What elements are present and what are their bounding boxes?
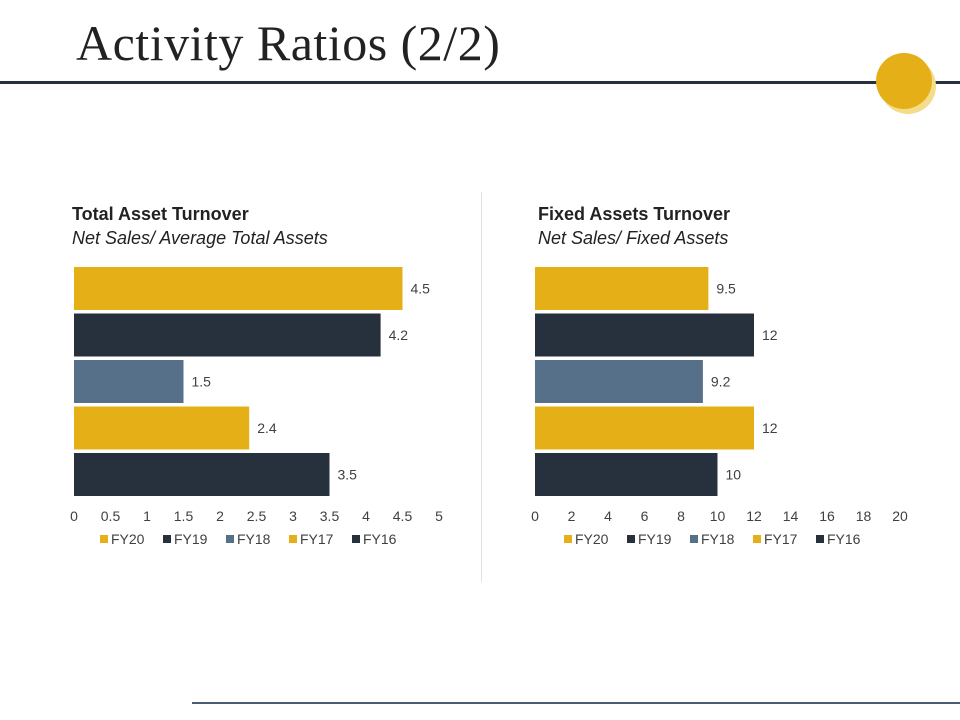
bar-fy16 [74,453,330,496]
x-tick-label: 5 [435,508,443,524]
x-tick-label: 4 [362,508,370,524]
x-tick-label: 2 [568,508,576,524]
chart-title-total-asset-turnover: Total Asset Turnover [72,204,249,224]
legend-label-fy17: FY17 [764,531,798,547]
x-tick-label: 8 [677,508,685,524]
title-divider [0,81,960,84]
legend-swatch-fy16 [816,535,824,543]
chart-title-fixed-assets-turnover: Fixed Assets Turnover [538,204,731,224]
bar-fy18 [74,360,184,403]
legend-swatch-fy20 [100,535,108,543]
x-tick-label: 0 [70,508,78,524]
legend-label-fy18: FY18 [237,531,271,547]
x-tick-label: 10 [710,508,726,524]
footer-divider [192,702,960,704]
badge-circle [876,53,932,109]
bar-fy17 [535,406,754,450]
legend-swatch-fy19 [627,535,635,543]
bar-value-label: 12 [762,420,778,436]
bar-value-label: 3.5 [338,467,358,483]
bar-fy19 [74,313,381,357]
x-tick-label: 2 [216,508,224,524]
legend-label-fy20: FY20 [575,531,609,547]
x-tick-label: 18 [856,508,872,524]
bar-fy19 [535,313,754,357]
bar-fy20 [74,267,403,310]
legend-label-fy16: FY16 [363,531,397,547]
x-tick-label: 1 [143,508,151,524]
bar-fy17 [74,406,250,450]
legend-swatch-fy16 [352,535,360,543]
bar-value-label: 12 [762,327,778,343]
bar-fy20 [535,267,709,310]
bar-fy18 [535,360,703,403]
total-asset-turnover-chart: 4.5 4.2 1.5 2.4 3.5 0 0.5 1 1.5 2 2.5 3 3.5 4 4.5 5 FY20… [70,267,443,547]
x-tick-label: 12 [746,508,762,524]
x-tick-label: 20 [892,508,908,524]
legend-swatch-fy17 [289,535,297,543]
x-tick-label: 0.5 [101,508,121,524]
legend-label-fy18: FY18 [701,531,735,547]
legend-label-fy19: FY19 [638,531,672,547]
bar-value-label: 2.4 [257,420,277,436]
bar-value-label: 4.2 [389,327,409,343]
page-title: Activity Ratios (2/2) [76,15,501,71]
chart-subtitle-total-asset-turnover: Net Sales/ Average Total Assets [72,228,328,248]
legend-swatch-fy18 [226,535,234,543]
x-tick-label: 3 [289,508,297,524]
bar-fy16 [535,453,718,496]
bar-value-label: 9.5 [716,281,736,297]
x-tick-label: 0 [531,508,539,524]
bar-value-label: 10 [726,467,742,483]
bar-value-label: 9.2 [711,374,731,390]
x-tick-label: 4.5 [393,508,413,524]
bar-value-label: 1.5 [192,374,212,390]
x-tick-label: 16 [819,508,835,524]
bar-value-label: 4.5 [411,281,431,297]
legend-label-fy17: FY17 [300,531,334,547]
x-tick-label: 6 [641,508,649,524]
x-tick-label: 4 [604,508,612,524]
chart-subtitle-fixed-assets-turnover: Net Sales/ Fixed Assets [538,228,729,248]
legend-swatch-fy18 [690,535,698,543]
legend-label-fy20: FY20 [111,531,145,547]
legend-swatch-fy17 [753,535,761,543]
fixed-assets-turnover-chart: 9.5 12 9.2 12 10 0 2 4 6 8 10 12 14 16 18 20 FY20 FY19 FY1… [531,267,908,547]
legend-label-fy19: FY19 [174,531,208,547]
x-tick-label: 14 [783,508,799,524]
legend-label-fy16: FY16 [827,531,861,547]
legend-swatch-fy20 [564,535,572,543]
x-tick-label: 2.5 [247,508,267,524]
x-tick-label: 1.5 [174,508,194,524]
panel-divider [481,192,482,582]
legend-swatch-fy19 [163,535,171,543]
x-tick-label: 3.5 [320,508,340,524]
